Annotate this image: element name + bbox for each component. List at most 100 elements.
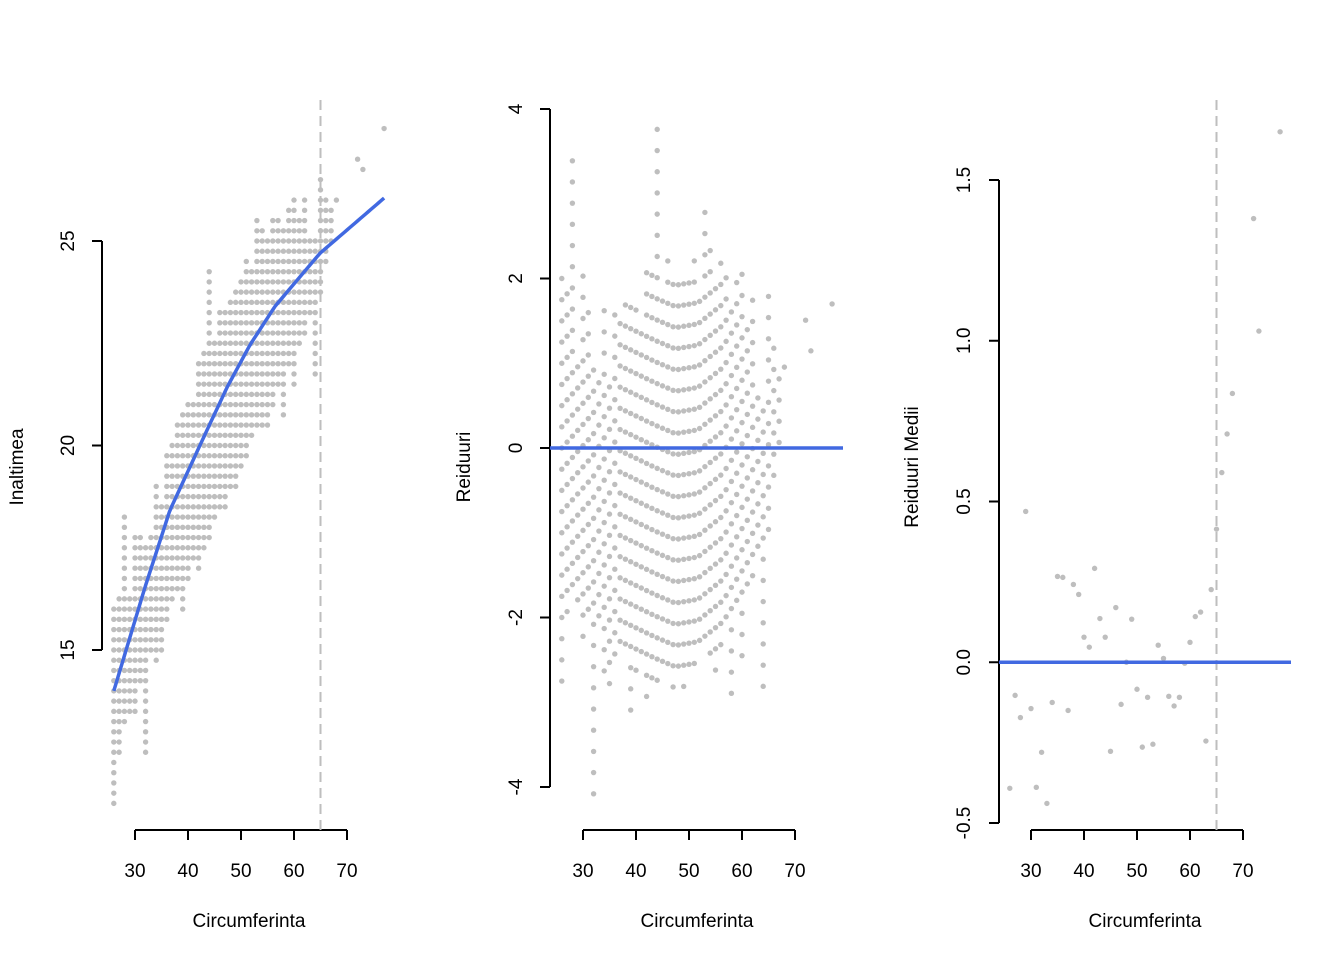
mean-residual-point [1139, 744, 1146, 750]
mean-residual-point [1033, 784, 1040, 791]
residual-point [564, 397, 570, 403]
residual-point [575, 533, 581, 539]
residual-point [638, 331, 644, 337]
data-point [158, 596, 165, 602]
residual-point [638, 542, 644, 549]
residual-point [617, 342, 623, 348]
data-point [111, 637, 117, 643]
residual-point [638, 627, 644, 634]
residual-point [755, 522, 761, 528]
residual-point [617, 638, 623, 645]
residual-point [739, 568, 745, 574]
residual-point [712, 519, 719, 525]
data-point [195, 401, 202, 408]
residual-point [590, 409, 597, 416]
data-point [153, 565, 159, 571]
residual-point [564, 502, 570, 509]
data-point [180, 585, 186, 592]
residual-point [681, 620, 687, 626]
residual-point [755, 458, 761, 465]
residual-point [696, 341, 703, 347]
data-point [195, 534, 202, 541]
x-tick-label: 50 [678, 861, 699, 882]
data-point [148, 626, 154, 633]
residual-point [596, 507, 602, 513]
mean-residual-point [1097, 615, 1103, 622]
residual-point [686, 449, 692, 456]
residual-point [739, 547, 745, 553]
residual-point [696, 531, 703, 538]
residual-point [760, 514, 766, 520]
data-point [127, 688, 133, 694]
data-point [217, 340, 223, 346]
data-point [217, 504, 223, 510]
residual-point [622, 365, 629, 372]
data-point [132, 677, 138, 684]
data-point [116, 729, 122, 735]
residual-point [654, 126, 660, 133]
data-point [238, 309, 244, 316]
data-point [301, 238, 308, 244]
data-point [142, 545, 149, 551]
data-point [259, 340, 265, 346]
data-point [211, 493, 218, 500]
data-point [153, 483, 159, 490]
y-tick-label: 0.5 [954, 488, 975, 514]
data-point [243, 371, 249, 377]
data-point [164, 483, 170, 490]
data-point [116, 739, 122, 745]
residual-point [696, 510, 703, 516]
residual-point [580, 400, 586, 406]
residual-point [559, 360, 565, 366]
data-point [201, 514, 207, 520]
mean-residual-point [1038, 749, 1045, 755]
data-point [211, 381, 218, 387]
residual-point [601, 413, 607, 420]
data-point [206, 330, 212, 336]
residual-point [633, 392, 639, 398]
data-point [354, 156, 361, 162]
residual-point [665, 491, 671, 497]
residual-point [590, 600, 597, 606]
data-point [317, 176, 324, 183]
residual-point [559, 508, 565, 515]
data-point [222, 309, 228, 316]
data-point [270, 228, 276, 234]
residual-point [728, 436, 735, 442]
data-point [275, 320, 281, 326]
residual-point [728, 394, 735, 400]
data-point [132, 637, 138, 643]
residual-point [601, 519, 607, 526]
data-point [169, 545, 175, 551]
residual-point [691, 597, 697, 603]
residual-point [649, 336, 655, 342]
residual-point [665, 533, 671, 540]
residual-point [638, 564, 644, 570]
residual-point [691, 448, 697, 455]
data-point [137, 565, 143, 571]
residual-point [670, 387, 676, 394]
y-tick-label: 0 [506, 443, 527, 454]
data-point [280, 299, 287, 306]
residual-point [622, 535, 629, 541]
residual-point [723, 423, 729, 429]
data-point [195, 504, 202, 510]
residual-point [649, 463, 655, 469]
data-point [307, 289, 313, 295]
residual-point [749, 424, 756, 431]
data-point [211, 371, 218, 377]
residual-point [643, 566, 650, 573]
data-point [121, 555, 128, 561]
mean-residual-point [1091, 565, 1098, 572]
residual-point [601, 647, 607, 653]
data-point [164, 585, 170, 592]
data-point [291, 309, 297, 316]
data-point [233, 350, 239, 357]
residual-point [696, 298, 703, 305]
residual-point [601, 625, 607, 632]
residual-point [559, 466, 565, 472]
mean-residual-point [1007, 785, 1013, 791]
data-point [127, 657, 133, 663]
data-point [201, 453, 207, 459]
data-point [169, 453, 175, 459]
